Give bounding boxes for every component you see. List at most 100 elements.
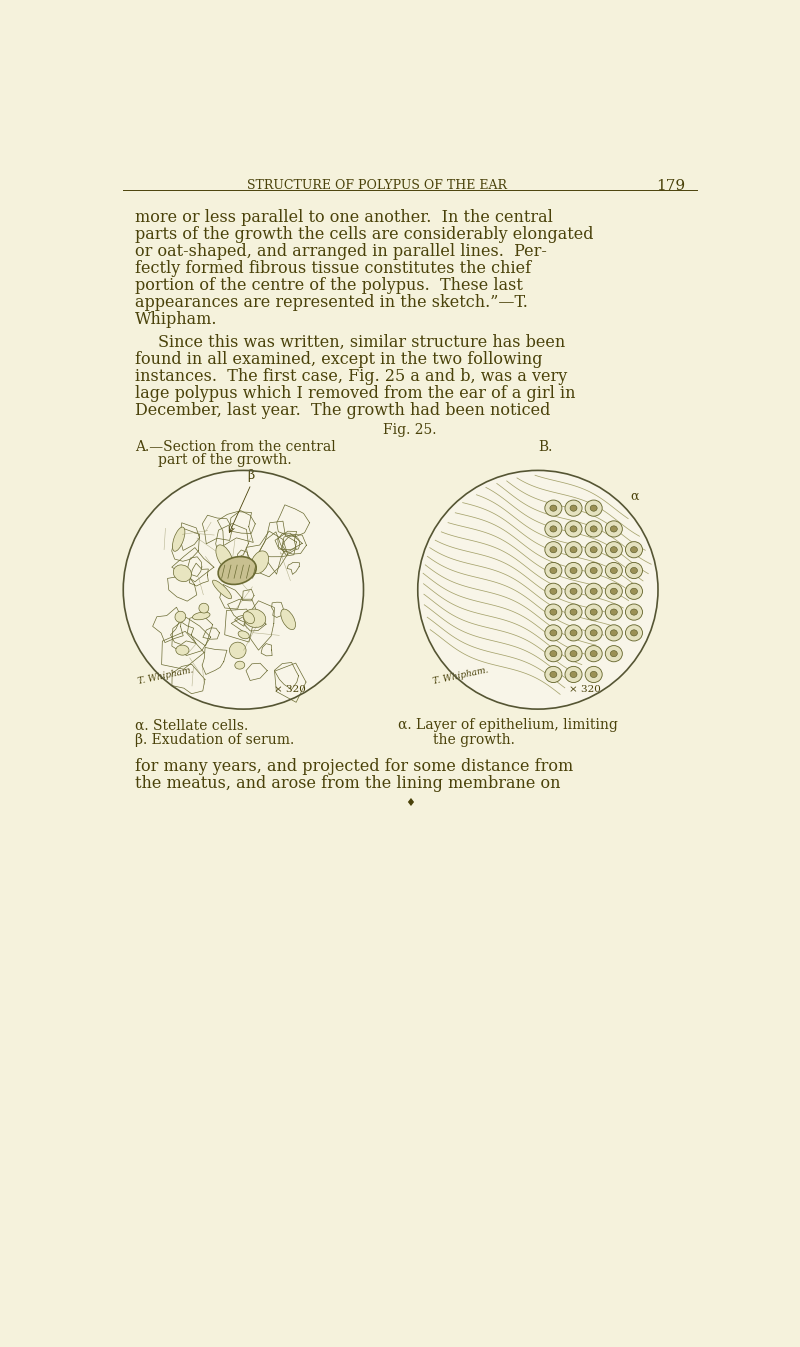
- Ellipse shape: [545, 541, 562, 558]
- Text: B.: B.: [538, 439, 552, 454]
- Ellipse shape: [176, 645, 189, 655]
- Ellipse shape: [606, 625, 622, 641]
- Text: × 320: × 320: [274, 684, 306, 694]
- Text: × 320: × 320: [569, 684, 601, 694]
- Ellipse shape: [243, 609, 266, 628]
- Ellipse shape: [585, 667, 602, 683]
- Ellipse shape: [565, 625, 582, 641]
- Ellipse shape: [590, 609, 597, 616]
- Ellipse shape: [590, 630, 597, 636]
- Ellipse shape: [570, 630, 577, 636]
- Ellipse shape: [550, 525, 557, 532]
- Ellipse shape: [213, 581, 231, 598]
- Circle shape: [418, 470, 658, 709]
- Ellipse shape: [550, 609, 557, 616]
- Ellipse shape: [585, 625, 602, 641]
- Ellipse shape: [251, 551, 269, 574]
- Ellipse shape: [610, 567, 618, 574]
- Ellipse shape: [550, 589, 557, 594]
- Ellipse shape: [565, 541, 582, 558]
- Ellipse shape: [545, 583, 562, 599]
- Ellipse shape: [610, 609, 618, 616]
- Text: part of the growth.: part of the growth.: [158, 454, 292, 467]
- Text: lage polypus which I removed from the ear of a girl in: lage polypus which I removed from the ea…: [135, 385, 575, 401]
- Ellipse shape: [610, 630, 618, 636]
- Ellipse shape: [565, 667, 582, 683]
- Ellipse shape: [570, 651, 577, 657]
- Ellipse shape: [545, 645, 562, 661]
- Ellipse shape: [590, 651, 597, 657]
- Ellipse shape: [565, 603, 582, 620]
- Ellipse shape: [545, 521, 562, 537]
- Ellipse shape: [570, 671, 577, 678]
- Ellipse shape: [545, 603, 562, 620]
- Text: or oat-shaped, and arranged in parallel lines.  Per-: or oat-shaped, and arranged in parallel …: [135, 244, 546, 260]
- Ellipse shape: [590, 525, 597, 532]
- Ellipse shape: [606, 563, 622, 579]
- Ellipse shape: [610, 651, 618, 657]
- Ellipse shape: [565, 563, 582, 579]
- Text: December, last year.  The growth had been noticed: December, last year. The growth had been…: [135, 401, 550, 419]
- Ellipse shape: [570, 547, 577, 552]
- Text: found in all examined, except in the two following: found in all examined, except in the two…: [135, 352, 542, 368]
- Ellipse shape: [585, 603, 602, 620]
- Ellipse shape: [570, 609, 577, 616]
- Ellipse shape: [590, 671, 597, 678]
- Ellipse shape: [626, 603, 642, 620]
- Ellipse shape: [550, 651, 557, 657]
- Text: parts of the growth the cells are considerably elongated: parts of the growth the cells are consid…: [135, 226, 594, 244]
- Ellipse shape: [550, 547, 557, 552]
- Ellipse shape: [626, 563, 642, 579]
- Text: Whipham.: Whipham.: [135, 311, 218, 329]
- Ellipse shape: [545, 563, 562, 579]
- Ellipse shape: [610, 589, 618, 594]
- Text: α: α: [630, 490, 638, 502]
- Ellipse shape: [626, 625, 642, 641]
- Ellipse shape: [610, 525, 618, 532]
- Text: β. Exudation of serum.: β. Exudation of serum.: [135, 733, 294, 748]
- Ellipse shape: [610, 547, 618, 552]
- Ellipse shape: [585, 541, 602, 558]
- Text: A.—Section from the central: A.—Section from the central: [135, 439, 336, 454]
- Text: T. Whipham.: T. Whipham.: [432, 665, 489, 686]
- Ellipse shape: [585, 583, 602, 599]
- Text: ♦: ♦: [405, 799, 415, 808]
- Ellipse shape: [550, 567, 557, 574]
- Ellipse shape: [630, 567, 638, 574]
- Text: the meatus, and arose from the lining membrane on: the meatus, and arose from the lining me…: [135, 776, 560, 792]
- Ellipse shape: [550, 630, 557, 636]
- Ellipse shape: [590, 589, 597, 594]
- Ellipse shape: [590, 547, 597, 552]
- Ellipse shape: [630, 589, 638, 594]
- Ellipse shape: [606, 645, 622, 661]
- Ellipse shape: [570, 567, 577, 574]
- Text: 179: 179: [656, 179, 685, 193]
- Circle shape: [123, 470, 363, 709]
- Ellipse shape: [193, 612, 210, 620]
- Ellipse shape: [216, 544, 233, 570]
- Ellipse shape: [606, 583, 622, 599]
- Ellipse shape: [545, 500, 562, 516]
- Ellipse shape: [218, 556, 256, 585]
- Text: instances.  The first case, Fig. 25 a and b, was a very: instances. The first case, Fig. 25 a and…: [135, 368, 567, 385]
- Text: α. Stellate cells.: α. Stellate cells.: [135, 718, 248, 733]
- Ellipse shape: [550, 671, 557, 678]
- Ellipse shape: [585, 521, 602, 537]
- Text: α. Layer of epithelium, limiting: α. Layer of epithelium, limiting: [398, 718, 618, 733]
- Ellipse shape: [550, 505, 557, 512]
- Ellipse shape: [281, 609, 295, 629]
- Ellipse shape: [565, 521, 582, 537]
- Ellipse shape: [243, 612, 254, 624]
- Ellipse shape: [585, 645, 602, 661]
- Ellipse shape: [630, 630, 638, 636]
- Text: more or less parallel to one another.  In the central: more or less parallel to one another. In…: [135, 209, 553, 226]
- Ellipse shape: [238, 630, 250, 638]
- Ellipse shape: [606, 541, 622, 558]
- Ellipse shape: [565, 583, 582, 599]
- Ellipse shape: [590, 505, 597, 512]
- Text: fectly formed fibrous tissue constitutes the chief: fectly formed fibrous tissue constitutes…: [135, 260, 531, 277]
- Text: appearances are represented in the sketch.”—T.: appearances are represented in the sketc…: [135, 294, 528, 311]
- Ellipse shape: [590, 567, 597, 574]
- Ellipse shape: [173, 527, 185, 551]
- Text: β: β: [247, 469, 254, 482]
